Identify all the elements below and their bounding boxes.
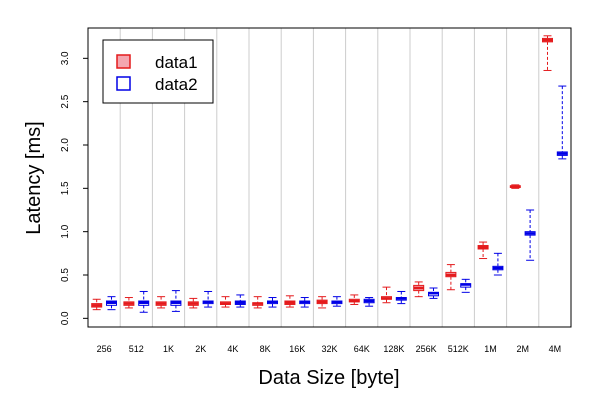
x-axis-title: Data Size [byte] [258, 367, 399, 389]
box-data2-2K [202, 290, 214, 308]
box-data1-4K [219, 296, 231, 308]
box-data1-64K [348, 294, 360, 305]
box-data2-64K [363, 297, 375, 307]
box-data1-4M [541, 35, 553, 71]
box-data2-1K [170, 290, 182, 312]
box-layer [91, 35, 568, 313]
box-data1-1K [155, 296, 167, 309]
box-data2-4K [234, 294, 246, 308]
y-tick-label: 2.0 [60, 138, 71, 152]
box-data2-256K [428, 287, 440, 299]
y-tick-label: 0.0 [60, 311, 71, 325]
grid-layer [119, 28, 540, 327]
box-data1-256 [91, 298, 103, 311]
box-data1-256K [413, 281, 425, 298]
legend: data1 data2 [102, 39, 214, 104]
box-data2-512 [138, 290, 150, 313]
legend-box [102, 39, 214, 104]
box-data2-8K [267, 297, 279, 308]
legend-label-data1: data1 [155, 53, 198, 72]
x-tick-label: 4M [549, 344, 562, 354]
x-tick-label: 64K [354, 344, 370, 354]
box-data1-2K [187, 297, 199, 309]
y-tick-label: 0.5 [60, 268, 71, 282]
box-data2-512K [460, 278, 472, 293]
x-tick-label: 2M [516, 344, 529, 354]
x-tick-label: 512 [129, 344, 144, 354]
box-data1-1M [477, 241, 489, 260]
x-axis: 256 512 1K 2K 4K 8K 16K 32K 64K 128K 256K 512K 1M 2M 4… [97, 344, 562, 354]
x-tick-label: 2K [195, 344, 206, 354]
x-tick-label: 512K [448, 344, 469, 354]
box-data2-128K [395, 290, 407, 305]
y-tick-label: 2.5 [60, 94, 71, 108]
y-axis: 0.0 0.5 1.0 1.5 2.0 2.5 3.0 [60, 51, 88, 325]
legend-swatch-data1 [116, 54, 131, 69]
x-tick-label: 128K [383, 344, 404, 354]
x-tick-label: 4K [227, 344, 238, 354]
x-tick-label: 32K [321, 344, 337, 354]
y-tick-label: 3.0 [60, 51, 71, 65]
legend-swatch-data2 [116, 76, 131, 91]
x-tick-label: 8K [260, 344, 271, 354]
box-data1-2M [509, 184, 521, 189]
box-data1-128K [380, 286, 392, 304]
plot-frame [87, 27, 572, 328]
box-data1-32K [316, 296, 328, 309]
box-data2-32K [331, 296, 343, 307]
y-tick-label: 1.5 [60, 181, 71, 195]
x-tick-label: 1M [484, 344, 497, 354]
box-data2-2M [524, 209, 536, 261]
box-data2-1M [492, 252, 504, 276]
box-data1-512K [445, 264, 457, 291]
x-tick-label: 256 [97, 344, 112, 354]
y-tick-label: 1.0 [60, 224, 71, 238]
box-data1-16K [284, 295, 296, 308]
box-data2-4M [556, 85, 568, 160]
box-data1-8K [252, 296, 264, 309]
legend-label-data2: data2 [155, 75, 198, 94]
box-data2-256 [106, 296, 118, 311]
x-tick-label: 16K [289, 344, 305, 354]
box-data1-512 [123, 297, 135, 309]
x-tick-label: 1K [163, 344, 174, 354]
x-tick-label: 256K [416, 344, 437, 354]
box-data2-16K [299, 297, 311, 308]
y-axis-title: Latency [ms] [23, 121, 45, 234]
